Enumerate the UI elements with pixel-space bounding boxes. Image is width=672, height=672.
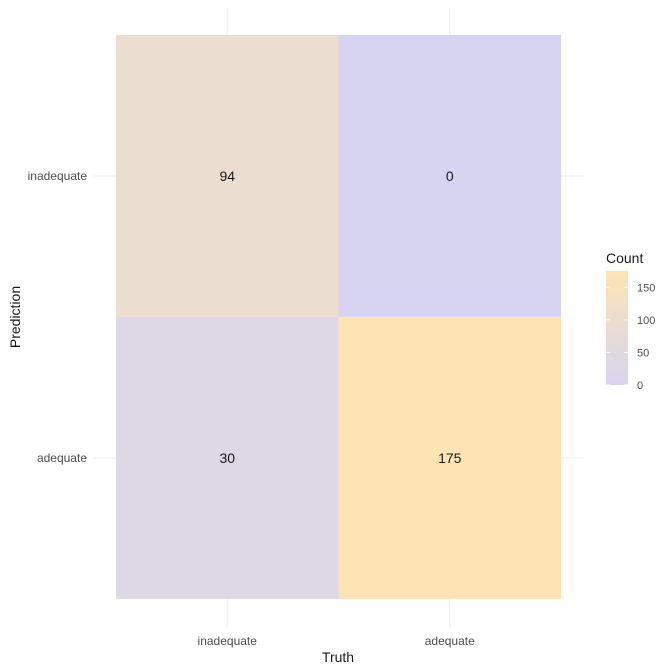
heatmap-cell: [116, 317, 339, 599]
legend-title: Count: [606, 250, 643, 266]
legend-tick-label: 0: [637, 380, 643, 392]
legend-ticks: 0 50 100 150: [606, 282, 655, 392]
heatmap-cell: [338, 35, 561, 317]
y-axis-title: Prediction: [7, 286, 23, 348]
y-tick-label: adequate: [37, 451, 87, 465]
heatmap-cells: [116, 35, 561, 599]
cell-value-label: 94: [219, 168, 235, 184]
legend-tick-label: 150: [637, 282, 655, 294]
x-tick-label: inadequate: [198, 634, 258, 648]
legend-tick-label: 50: [637, 347, 649, 359]
heatmap-cell: [116, 35, 339, 317]
legend-tick-label: 100: [637, 315, 655, 327]
x-axis-tick-labels: inadequate adequate: [198, 634, 476, 648]
y-axis-tick-labels: inadequate adequate: [28, 169, 88, 465]
cell-value-label: 0: [446, 168, 454, 184]
legend: Count 0 50 100 150: [606, 250, 655, 392]
cell-value-label: 175: [438, 450, 462, 466]
cell-value-label: 30: [219, 450, 235, 466]
x-tick-label: adequate: [425, 634, 475, 648]
legend-colorbar: [606, 271, 628, 385]
y-tick-label: inadequate: [28, 169, 88, 183]
x-axis-title: Truth: [322, 649, 354, 665]
heatmap-cell: [338, 317, 561, 599]
cell-value-labels: 94 0 30 175: [219, 168, 461, 466]
